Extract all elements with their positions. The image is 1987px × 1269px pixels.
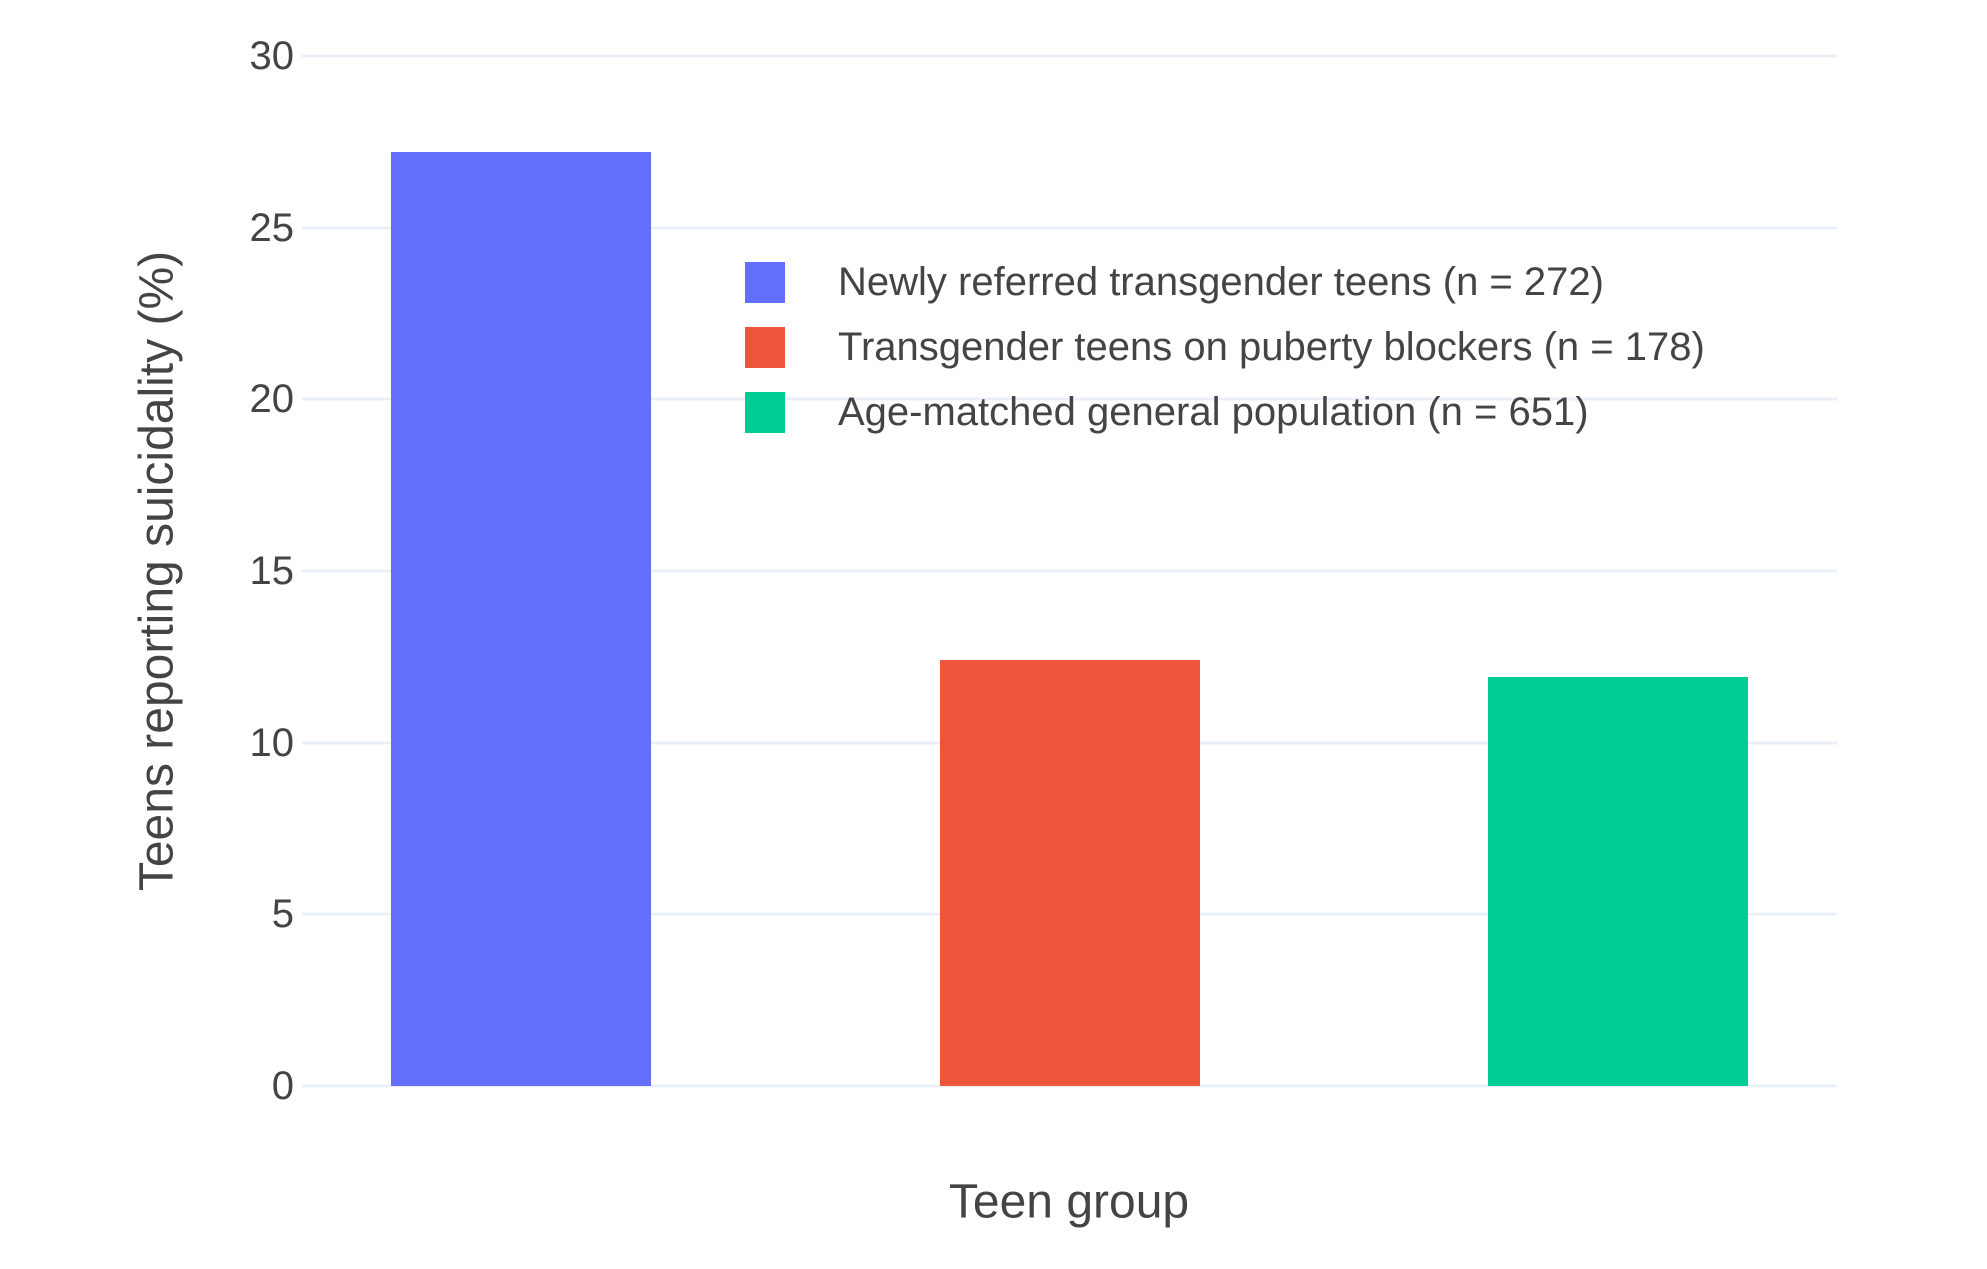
legend-swatch-icon — [745, 392, 785, 433]
gridline — [302, 569, 1837, 573]
legend-label: Age-matched general population (n = 651) — [838, 390, 1589, 434]
plot-area — [302, 54, 1837, 1088]
gridline — [302, 397, 1837, 401]
bar-1[interactable] — [939, 660, 1200, 1086]
gridline — [302, 226, 1837, 230]
legend-label: Transgender teens on puberty blockers (n… — [838, 325, 1705, 369]
y-tick-label: 15 — [249, 549, 295, 593]
legend-item-1[interactable]: Transgender teens on puberty blockers (n… — [745, 327, 1705, 368]
gridline — [302, 54, 1837, 58]
bar-0[interactable] — [391, 152, 652, 1086]
legend-swatch-icon — [745, 327, 785, 368]
y-tick-label: 5 — [271, 892, 294, 937]
y-tick-label: 10 — [249, 720, 295, 765]
y-tick-label: 0 — [271, 1064, 294, 1108]
legend: Newly referred transgender teens (n = 27… — [745, 262, 1705, 457]
x-axis-title: Teen group — [948, 1175, 1190, 1229]
legend-label: Newly referred transgender teens (n = 27… — [838, 260, 1604, 304]
bar-2[interactable] — [1487, 677, 1748, 1086]
y-tick-label: 25 — [249, 205, 295, 250]
legend-item-2[interactable]: Age-matched general population (n = 651) — [745, 392, 1705, 433]
gridline — [302, 1084, 1837, 1088]
y-tick-label: 20 — [249, 377, 295, 422]
y-axis-tick-labels: 0 5 10 15 20 25 30 — [0, 36, 295, 1106]
legend-item-0[interactable]: Newly referred transgender teens (n = 27… — [745, 262, 1705, 303]
legend-swatch-icon — [745, 262, 785, 303]
y-tick-label: 30 — [249, 34, 295, 78]
